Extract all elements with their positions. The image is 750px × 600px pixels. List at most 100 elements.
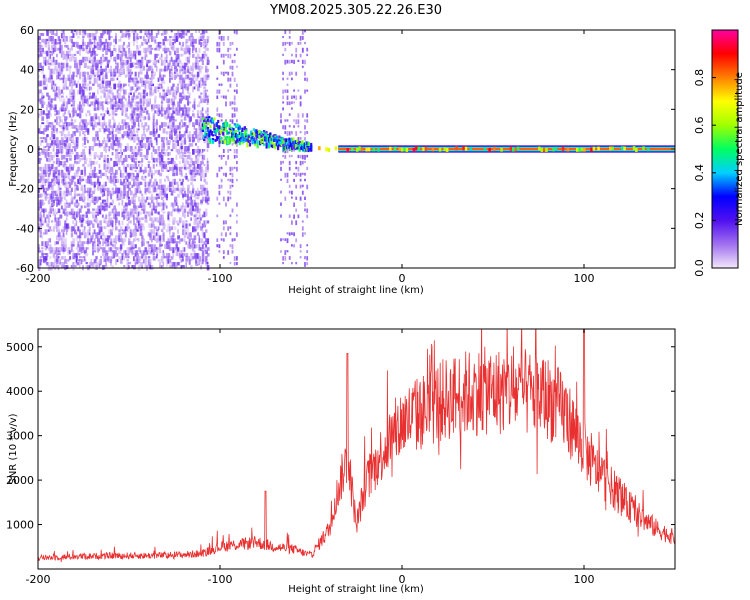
spectrogram-cell bbox=[174, 241, 176, 244]
spectrogram-cell bbox=[56, 178, 59, 183]
spectrogram-cell bbox=[101, 265, 105, 270]
spectrogram-cell bbox=[297, 166, 300, 172]
spectrogram-cell bbox=[299, 53, 302, 58]
spectrogram-cell bbox=[92, 250, 94, 256]
spectrogram-cell bbox=[151, 71, 154, 77]
spectrogram-cell bbox=[131, 86, 134, 90]
spectrogram-cell bbox=[85, 178, 88, 184]
spectrogram-cell bbox=[201, 196, 205, 202]
spectrogram-cell bbox=[69, 95, 72, 98]
spectrogram-cell bbox=[124, 113, 128, 117]
spectrogram-cell bbox=[195, 50, 198, 54]
spectrogram-cell bbox=[47, 181, 51, 187]
spectrogram-cell bbox=[59, 143, 61, 149]
spectrogram-cell bbox=[278, 135, 281, 139]
spectrogram-cell bbox=[101, 250, 104, 257]
spectrogram-cell bbox=[47, 62, 51, 65]
spectrogram-cell bbox=[70, 244, 74, 248]
spectrogram-cell bbox=[60, 235, 64, 241]
spectrogram-cell bbox=[301, 65, 304, 68]
spectrogram-cell bbox=[52, 256, 56, 259]
spectrogram-cell bbox=[119, 226, 123, 231]
spectrogram-cell bbox=[49, 36, 52, 42]
spectrogram-cell bbox=[157, 89, 160, 92]
spectrogram-cell bbox=[284, 41, 287, 46]
spectrogram-cell bbox=[282, 125, 284, 130]
spectrogram-cell bbox=[90, 65, 94, 72]
spectrogram-cell bbox=[57, 208, 61, 213]
spectrogram-cell bbox=[187, 232, 190, 238]
spectrogram-cell bbox=[126, 44, 129, 49]
spectrogram-cell bbox=[167, 238, 170, 243]
spectrogram-cell bbox=[291, 95, 293, 100]
spectrogram-cell bbox=[188, 238, 191, 241]
spectrogram-cell bbox=[151, 208, 154, 213]
spectrogram-cell bbox=[206, 140, 210, 145]
spectrogram-cell bbox=[88, 223, 91, 226]
spectrogram-cell bbox=[139, 119, 142, 122]
spectrogram-cell bbox=[47, 113, 50, 119]
spectrogram-cell bbox=[157, 104, 161, 108]
spectrogram-cell bbox=[62, 226, 66, 231]
spectrogram-cell bbox=[208, 131, 211, 136]
spectrogram-cell bbox=[198, 47, 201, 53]
spectrogram-cell bbox=[201, 41, 205, 46]
spectrogram-cell bbox=[79, 157, 81, 163]
spectrogram-cell bbox=[41, 95, 45, 99]
spectrogram-cell bbox=[159, 184, 162, 191]
spectrogram-cell bbox=[51, 68, 53, 74]
spectrogram-cell bbox=[154, 36, 156, 40]
spectrogram-cell bbox=[79, 232, 81, 236]
spectrogram-cell bbox=[42, 77, 46, 83]
spectrogram-cell bbox=[165, 229, 168, 233]
spectrogram-cell bbox=[121, 95, 124, 100]
spectrogram-cell bbox=[57, 86, 61, 93]
spectrogram-cell bbox=[118, 223, 121, 227]
spectrogram-cell bbox=[241, 142, 244, 145]
spectrogram-cell bbox=[64, 256, 66, 259]
spectrogram-cell bbox=[288, 140, 291, 146]
spectrogram-cell bbox=[136, 187, 139, 194]
spectrogram-cell bbox=[193, 178, 196, 182]
spectrogram-cell bbox=[83, 140, 86, 145]
spectrogram-cell bbox=[206, 68, 209, 72]
spectrogram-cell bbox=[118, 157, 121, 162]
spectrogram-cell bbox=[222, 172, 225, 176]
spectrogram-cell bbox=[60, 33, 63, 39]
spectrogram-cell bbox=[108, 68, 111, 74]
spectrogram-cell bbox=[72, 56, 75, 62]
spectrogram-cell bbox=[75, 193, 79, 197]
spectrogram-cell bbox=[133, 265, 136, 270]
spectrogram-cell bbox=[46, 83, 48, 88]
spectrogram-cell bbox=[198, 30, 200, 33]
spectrogram-cell bbox=[234, 125, 238, 129]
spectrogram-cell bbox=[464, 146, 468, 151]
spectrogram-cell bbox=[121, 211, 124, 218]
spectrogram-cell bbox=[116, 235, 119, 242]
spectrogram-cell bbox=[271, 144, 275, 149]
spectrogram-cell bbox=[233, 89, 236, 93]
spectrogram-cell bbox=[192, 104, 194, 108]
spectrogram-cell bbox=[157, 226, 160, 231]
spectrogram-cell bbox=[159, 83, 162, 86]
spectrogram-cell bbox=[288, 59, 291, 64]
spectrogram-cell bbox=[206, 220, 210, 224]
spectrogram-cell bbox=[97, 184, 100, 191]
spectrogram-cell bbox=[70, 77, 73, 84]
spectrogram-cell bbox=[282, 89, 284, 94]
spectrogram-cell bbox=[190, 68, 192, 71]
spectrogram-cell bbox=[108, 259, 112, 263]
spectrogram-cell bbox=[210, 118, 213, 123]
spectrogram-cell bbox=[233, 123, 236, 126]
spectrogram-cell bbox=[142, 154, 146, 158]
spectrogram-cell bbox=[195, 56, 198, 60]
spectrogram-cell bbox=[180, 80, 183, 87]
spectrogram-cell bbox=[151, 193, 153, 197]
spectrogram-cell bbox=[56, 143, 59, 149]
spectrogram-cell bbox=[142, 169, 145, 175]
spectrogram-cell bbox=[237, 140, 240, 143]
spectrogram-cell bbox=[167, 101, 170, 107]
spectrogram-cell bbox=[83, 119, 86, 124]
spectrogram-cell bbox=[162, 107, 165, 112]
spectrogram-cell bbox=[98, 157, 101, 160]
